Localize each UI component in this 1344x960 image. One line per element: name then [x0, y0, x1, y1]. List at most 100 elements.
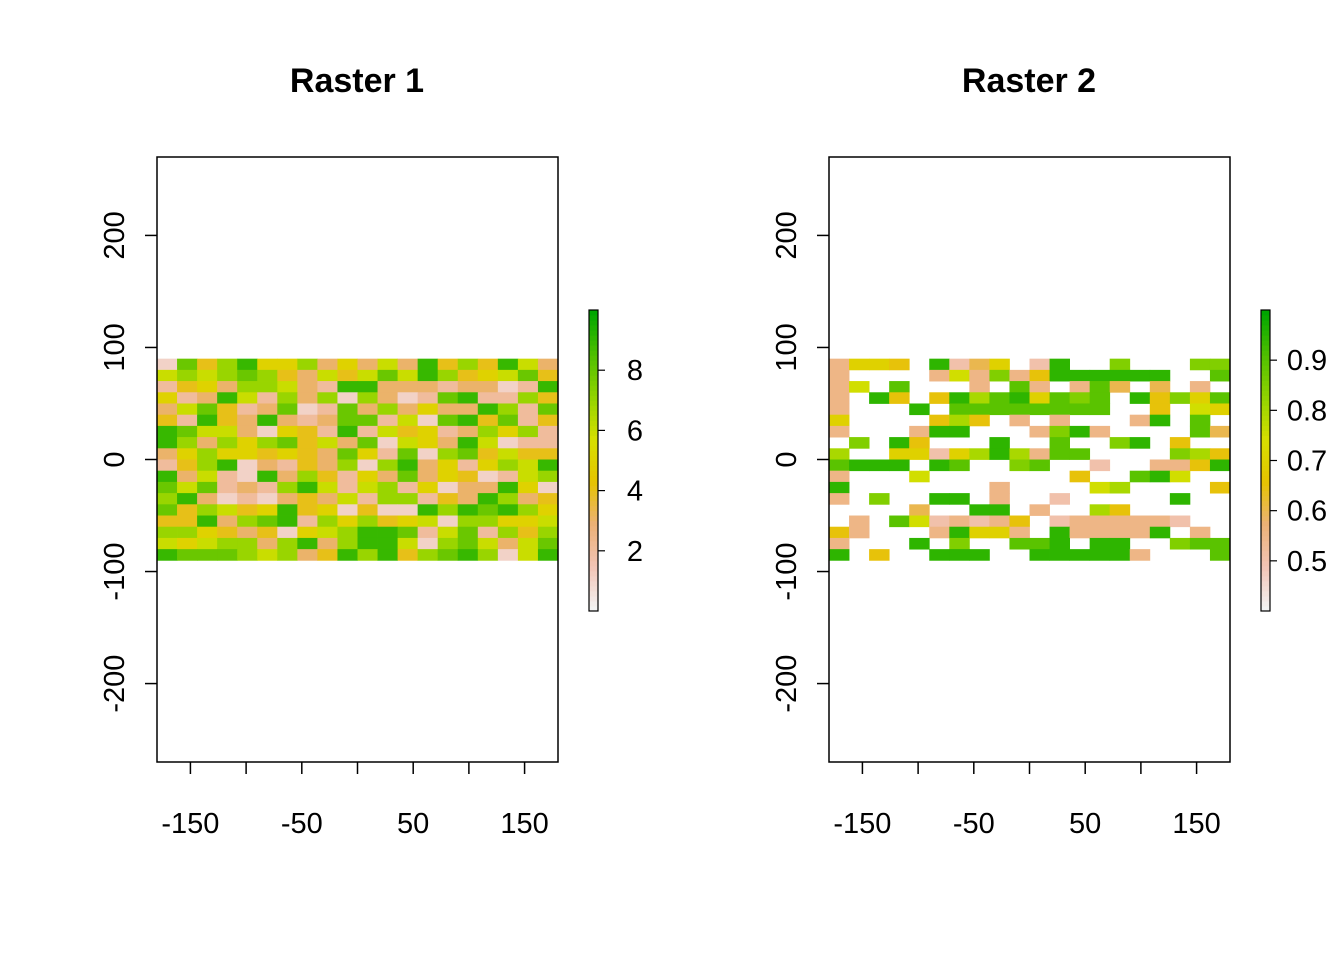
raster-cell — [417, 481, 439, 494]
raster-cell — [417, 358, 439, 371]
raster-2-x-axis: -150 -50 50 150 — [833, 762, 1221, 840]
raster-cell — [829, 526, 850, 539]
raster-cell — [1149, 403, 1171, 416]
raster-cell — [1049, 437, 1070, 449]
raster-cell — [177, 437, 198, 449]
x-tick-label: 50 — [397, 808, 429, 840]
raster-cell — [337, 425, 358, 438]
raster-cell — [517, 515, 539, 528]
raster-cell — [177, 358, 198, 371]
raster-cell — [317, 392, 338, 404]
raster-cell — [297, 537, 318, 550]
raster-cell — [477, 515, 499, 528]
raster-cell — [537, 504, 559, 516]
raster-cell — [217, 459, 238, 472]
raster-cell — [437, 403, 459, 416]
raster-cell — [1089, 537, 1111, 550]
raster-cell — [277, 437, 298, 449]
raster-cell — [517, 425, 539, 438]
legend-color-step — [589, 450, 598, 456]
legend-color-step — [589, 555, 598, 562]
raster-cell — [537, 381, 559, 393]
raster-cell — [197, 481, 218, 494]
raster-cell — [337, 414, 358, 427]
raster-cell — [237, 526, 258, 539]
legend-color-step — [1261, 540, 1270, 547]
raster-cell — [497, 448, 519, 460]
legend-color-step — [1261, 475, 1270, 482]
raster-cell — [1129, 470, 1151, 483]
raster-cell — [1089, 459, 1111, 472]
legend-color-step — [589, 330, 598, 336]
raster-cell — [337, 381, 358, 393]
raster-cell — [1009, 369, 1030, 382]
raster-cell — [1109, 515, 1131, 528]
raster-cell — [537, 459, 559, 472]
raster-cell — [1149, 470, 1171, 483]
raster-cell — [989, 403, 1010, 416]
raster-cell — [437, 414, 459, 427]
raster-cell — [197, 358, 218, 371]
raster-cell — [237, 504, 258, 516]
raster-cell — [1149, 392, 1171, 404]
raster-cell — [217, 504, 238, 516]
raster-cell — [377, 392, 398, 404]
raster-cell — [417, 537, 439, 550]
raster-cell — [417, 515, 439, 528]
raster-1-y-axis: -200 -100 0 100 200 — [99, 211, 157, 713]
raster-cell — [1089, 381, 1111, 393]
raster-cell — [1189, 392, 1211, 404]
raster-cell — [1049, 403, 1070, 416]
raster-2-y-axis: -200 -100 0 100 200 — [771, 211, 829, 713]
legend-color-step — [1261, 500, 1270, 507]
raster-cell — [1169, 437, 1191, 449]
raster-cell — [197, 515, 218, 528]
raster-cell — [477, 437, 499, 449]
raster-cell — [257, 381, 278, 393]
legend-color-step — [1261, 380, 1270, 386]
raster-cell — [989, 437, 1010, 449]
raster-cell — [1089, 369, 1111, 382]
raster-cell — [457, 493, 479, 505]
raster-cell — [337, 537, 358, 550]
raster-cell — [397, 437, 419, 449]
raster-cell — [949, 448, 970, 460]
raster-cell — [237, 493, 258, 505]
raster-cell — [297, 381, 318, 393]
legend-color-step — [589, 435, 598, 441]
raster-cell — [197, 526, 218, 539]
raster-cell — [949, 515, 970, 528]
legend-color-step — [1261, 325, 1270, 331]
raster-cell — [437, 504, 459, 516]
raster-cell — [257, 526, 278, 539]
raster-cell — [1049, 425, 1070, 438]
raster-cell — [457, 358, 479, 371]
raster-cell — [297, 470, 318, 483]
raster-cell — [317, 470, 338, 483]
legend-color-step — [589, 550, 598, 557]
legend-tick-label: 2 — [627, 536, 643, 568]
raster-cell — [377, 425, 398, 438]
y-tick-label: 100 — [99, 323, 131, 371]
raster-cell — [437, 392, 459, 404]
x-tick-label: -150 — [833, 808, 891, 840]
legend-color-step — [589, 360, 598, 366]
raster-cell — [1009, 526, 1030, 539]
raster-cell — [357, 459, 378, 472]
raster-cell — [397, 381, 419, 393]
raster-cell — [317, 437, 338, 449]
raster-cell — [437, 515, 459, 528]
raster-cell — [377, 515, 398, 528]
raster-cell — [1189, 414, 1211, 427]
raster-cell — [357, 481, 378, 494]
raster-cell — [197, 537, 218, 550]
raster-cell — [1149, 459, 1171, 472]
raster-cell — [1069, 515, 1091, 528]
raster-cell — [929, 425, 950, 438]
raster-cell — [297, 515, 318, 528]
raster-cell — [929, 459, 950, 472]
legend-color-step — [1261, 515, 1270, 522]
raster-cell — [909, 448, 930, 460]
raster-cell — [477, 459, 499, 472]
raster-cell — [397, 526, 419, 539]
